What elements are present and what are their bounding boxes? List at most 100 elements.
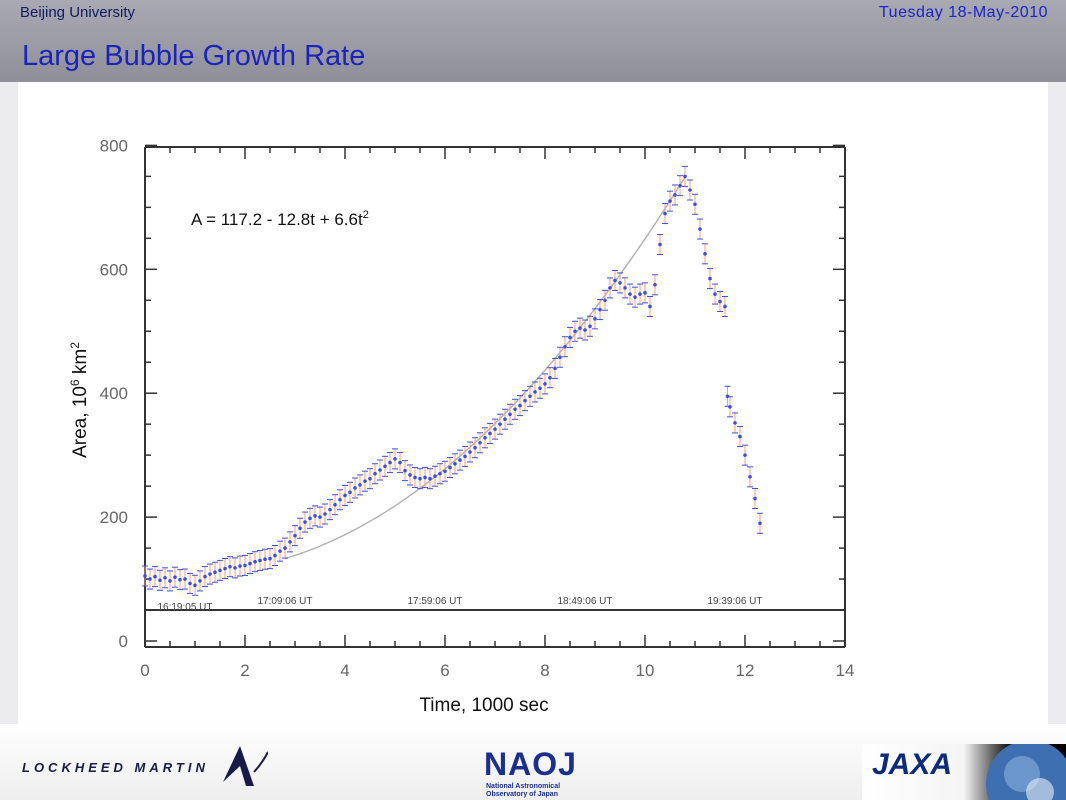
data-point (227, 556, 233, 578)
data-point (427, 468, 433, 490)
data-point (482, 427, 488, 449)
jaxa-logo: JAXA (872, 748, 953, 781)
data-point (522, 390, 528, 412)
data-point (752, 488, 758, 510)
data-point (542, 373, 548, 395)
data-point (587, 315, 593, 337)
data-point (547, 367, 553, 389)
data-point (422, 466, 428, 488)
data-point (292, 525, 298, 547)
data-point (387, 452, 393, 474)
y-tick-label: 600 (100, 260, 128, 279)
data-point (502, 408, 508, 430)
data-point (742, 444, 748, 466)
data-point (477, 432, 483, 454)
data-point (582, 319, 588, 341)
x-tick-label: 10 (636, 661, 655, 680)
data-point (452, 453, 458, 475)
data-point (497, 413, 503, 435)
data-point (347, 481, 353, 503)
data-point (592, 308, 598, 330)
data-point (237, 555, 243, 577)
axis-ticks (144, 144, 846, 647)
data-point (512, 398, 518, 420)
data-point (157, 569, 163, 591)
data-point (402, 460, 408, 482)
data-point (492, 418, 498, 440)
data-point (672, 184, 678, 206)
data-point (627, 283, 633, 305)
data-point (142, 565, 148, 587)
data-point (632, 286, 638, 308)
data-point (277, 540, 283, 562)
data-point (682, 165, 688, 187)
data-point (642, 282, 648, 304)
axis-tick-labels: 0 2 4 6 8 10 12 14 0 200 400 600 800 (100, 136, 855, 680)
x-tick-label: 8 (540, 661, 549, 680)
y-tick-label: 800 (100, 136, 128, 155)
data-point (702, 243, 708, 265)
data-point (272, 545, 278, 567)
data-point (267, 548, 273, 570)
naoj-logo-caption: National Astronomical Observatory of Japa… (486, 783, 561, 798)
data-point (372, 463, 378, 485)
data-point (337, 489, 343, 511)
data-point (677, 175, 683, 197)
data-point (737, 426, 743, 448)
lockheed-martin-logo: LOCKHEED MARTIN (22, 760, 209, 775)
y-tick-label: 0 (119, 632, 128, 651)
data-point (467, 441, 473, 463)
data-point (147, 568, 153, 590)
data-point (442, 460, 448, 482)
data-point (417, 468, 423, 490)
data-point (432, 465, 438, 487)
data-point (202, 566, 208, 588)
data-point (667, 190, 673, 212)
data-point (357, 474, 363, 496)
data-point (217, 559, 223, 581)
data-point (487, 422, 493, 444)
data-point (567, 326, 573, 348)
data-point (327, 499, 333, 521)
data-point (712, 283, 718, 305)
data-point (472, 437, 478, 459)
data-point (262, 548, 268, 570)
data-point (177, 569, 183, 591)
x-tick-label: 2 (240, 661, 249, 680)
header-institution: Beijing University (20, 4, 136, 21)
data-point (447, 457, 453, 479)
data-point (532, 381, 538, 403)
data-point (552, 357, 558, 379)
data-points (142, 165, 763, 596)
data-point (527, 385, 533, 407)
y-tick-label: 200 (100, 508, 128, 527)
data-point (747, 466, 753, 488)
left-margin-strip (0, 82, 18, 724)
header-date: Tuesday 18-May-2010 (879, 4, 1048, 21)
data-point (622, 277, 628, 299)
data-point (717, 291, 723, 313)
time-stamp-label: 19:39:06 UT (707, 596, 762, 607)
time-stamp-label: 17:59:06 UT (407, 596, 462, 607)
data-point (617, 272, 623, 294)
data-point (457, 449, 463, 471)
x-tick-label: 4 (340, 661, 349, 680)
data-point (252, 551, 258, 573)
y-axis-label: Area, 106 km2 (68, 342, 91, 458)
data-point (692, 193, 698, 215)
data-point (572, 320, 578, 342)
slide-title: Large Bubble Growth Rate (22, 40, 366, 72)
right-margin-strip (1048, 82, 1066, 724)
data-point (212, 561, 218, 583)
data-point (332, 494, 338, 516)
data-point (637, 283, 643, 305)
data-point (367, 468, 373, 490)
data-point (392, 448, 398, 470)
data-point (162, 567, 168, 589)
naoj-logo: NAOJ (484, 746, 577, 782)
data-point (317, 506, 323, 528)
time-stamp-label: 18:49:06 UT (557, 596, 612, 607)
data-point (382, 455, 388, 477)
data-point (182, 568, 188, 590)
data-point (297, 517, 303, 539)
